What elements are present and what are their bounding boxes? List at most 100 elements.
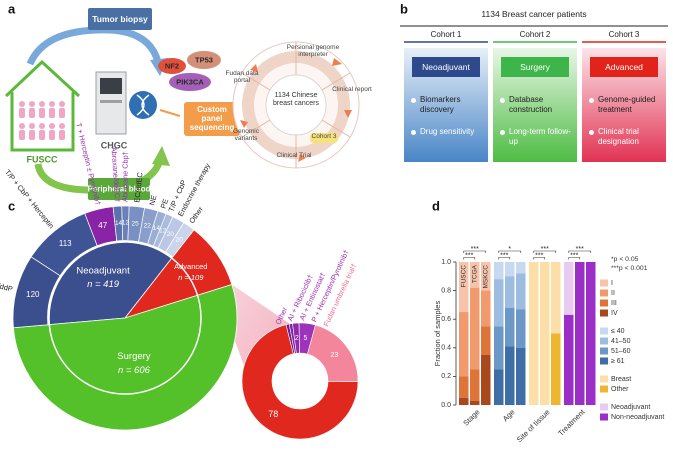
legend-swatch xyxy=(600,385,608,393)
bar-segment xyxy=(505,262,515,277)
cohort-item: Database construction xyxy=(509,95,553,114)
legend-label: ≥ 61 xyxy=(611,358,625,365)
workflow-label: Clinical report xyxy=(332,86,372,93)
sunburst-label: EC/ddEC-P/ddP xyxy=(0,272,14,294)
workflow-arrows xyxy=(240,58,352,162)
bar-segment xyxy=(459,262,469,313)
dna-helix xyxy=(136,94,150,116)
legend-label: 51–60 xyxy=(611,348,631,355)
sunburst-wedge xyxy=(12,284,238,431)
legend-swatch xyxy=(600,309,608,317)
significance-mark: *** xyxy=(570,253,578,260)
bar-segment xyxy=(470,369,480,401)
dna-icon xyxy=(129,91,157,119)
legend-label: Breast xyxy=(611,376,631,383)
y-tick-label: 0.4 xyxy=(441,345,451,352)
chgc-label: CHGC xyxy=(101,140,128,150)
bar-segment xyxy=(494,326,504,370)
bar-segment xyxy=(505,346,515,405)
legend-label: Non-neoadjuvant xyxy=(611,414,664,421)
sequencing-label: Custom panel sequencing xyxy=(189,105,235,133)
connector xyxy=(159,109,181,117)
sunburst-label: Abraxane Cbp† xyxy=(120,151,129,202)
donut-value: 5 xyxy=(303,335,307,342)
donut-value: 2 xyxy=(295,335,299,342)
bar-segment xyxy=(575,262,585,405)
legend-label: IV xyxy=(611,310,618,317)
bar-segment xyxy=(516,262,526,274)
legend-label: Other xyxy=(611,386,629,393)
sunburst-value: 120 xyxy=(26,290,40,299)
sunburst-value: 22 xyxy=(144,222,152,229)
sunburst-label: Other xyxy=(187,204,205,225)
legend-swatch xyxy=(600,279,608,287)
panel-letter: b xyxy=(400,1,408,16)
legend-swatch xyxy=(600,337,608,345)
donut-value: 23 xyxy=(330,352,338,359)
sunburst-label: PE xyxy=(159,198,171,210)
inner-ring-outline xyxy=(48,241,202,395)
bar-segment xyxy=(481,354,491,405)
bar-segment xyxy=(505,276,515,308)
bar-name: TCGA xyxy=(471,264,478,283)
significance-bracket xyxy=(498,250,522,253)
significance-bracket xyxy=(463,257,476,260)
legend-label: I xyxy=(611,280,613,287)
bar-segment xyxy=(481,290,491,327)
cohort-label: Cohort 3 xyxy=(608,30,640,39)
bar-segment xyxy=(564,314,574,405)
legend-label: II xyxy=(611,290,615,297)
sequencer-slot xyxy=(100,100,122,103)
legend-swatch xyxy=(600,375,608,383)
legend-swatch xyxy=(600,299,608,307)
bullet xyxy=(500,98,505,103)
gene-oval xyxy=(187,51,221,69)
sunburst-label: EC/ddEC xyxy=(132,172,144,203)
workflow-label: Genomic variants xyxy=(232,128,259,143)
sunburst-category: Surgery xyxy=(117,351,151,362)
sunburst-value: 20 xyxy=(167,231,175,238)
sunburst-value: 14 xyxy=(115,220,123,227)
panel-letter: c xyxy=(8,198,15,213)
significance-mark: * xyxy=(508,246,511,253)
workflow-label: Persional genome interpreter xyxy=(286,44,340,59)
significance-bracket xyxy=(568,257,581,260)
cohort-name: Advanced xyxy=(590,57,658,77)
legend-swatch xyxy=(600,403,608,411)
sunburst-value: 25 xyxy=(131,220,139,227)
bar-segment xyxy=(459,312,469,377)
bar-segment xyxy=(494,279,504,327)
significance-note: *p < 0.05 xyxy=(611,256,639,263)
sunburst-value: 20 xyxy=(176,237,184,244)
blood-box xyxy=(88,178,150,200)
gene-label: NF2 xyxy=(165,61,179,70)
cohort-item: Clinical trial designation xyxy=(598,127,639,146)
bar-segment xyxy=(481,326,491,355)
sunburst-count: n = 419 xyxy=(87,279,120,290)
donut-wedge xyxy=(241,324,359,440)
legend-label: III xyxy=(611,300,617,307)
bar-segment xyxy=(516,347,526,405)
legend-label: ≤ 40 xyxy=(611,328,625,335)
bar-segment xyxy=(564,262,574,315)
arrow-head xyxy=(152,146,170,166)
panel-letter: a xyxy=(8,1,16,16)
workflow-center: 1134 Chinese breast cancers xyxy=(273,92,319,108)
bar-segment xyxy=(505,307,515,347)
bar-segment xyxy=(459,397,469,405)
cohort-item: Drug sensitivity xyxy=(420,127,475,136)
cohort-item: Genome-guided treatment xyxy=(598,95,656,114)
sunburst-value: 12 xyxy=(159,228,167,235)
legend-swatch xyxy=(600,289,608,297)
legend-swatch xyxy=(600,327,608,335)
y-tick-label: 0.2 xyxy=(441,373,451,380)
cohort-name: Surgery xyxy=(501,57,569,77)
cohort3-tag xyxy=(310,133,338,143)
sunburst-label: Abraxane/ddEC† xyxy=(109,146,122,202)
house-wall xyxy=(10,92,75,152)
significance-bracket xyxy=(533,257,546,260)
sunburst-count: n = 606 xyxy=(118,365,151,376)
significance-note: ***p < 0.001 xyxy=(611,265,648,272)
